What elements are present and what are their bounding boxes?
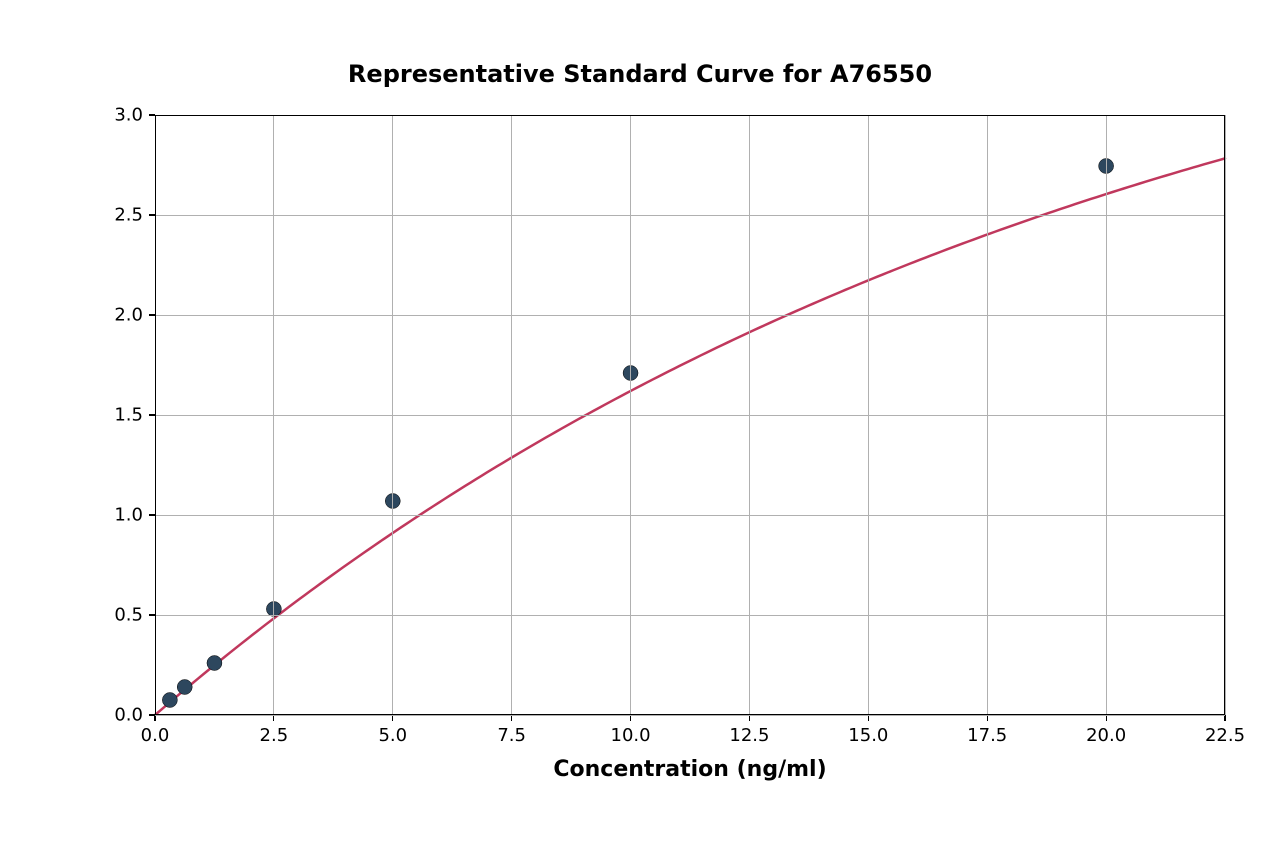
- x-tick-label: 2.5: [260, 725, 289, 746]
- fit-curve: [155, 158, 1225, 715]
- x-tick-mark: [1106, 715, 1107, 721]
- x-tick-label: 17.5: [967, 725, 1007, 746]
- x-tick-mark: [749, 715, 750, 721]
- data-point-marker: [177, 680, 192, 695]
- x-tick-mark: [987, 715, 988, 721]
- x-tick-mark: [630, 715, 631, 721]
- x-tick-mark: [1224, 715, 1225, 721]
- grid-line-horizontal: [155, 315, 1225, 316]
- y-tick-label: 1.5: [114, 405, 143, 426]
- x-axis-label: Concentration (ng/ml): [553, 757, 826, 782]
- x-tick-label: 7.5: [497, 725, 526, 746]
- x-tick-label: 5.0: [378, 725, 407, 746]
- plot-spine: [155, 115, 156, 715]
- x-tick-mark: [154, 715, 155, 721]
- grid-line-horizontal: [155, 615, 1225, 616]
- x-tick-label: 12.5: [729, 725, 769, 746]
- plot-spine: [155, 714, 1225, 715]
- grid-line-horizontal: [155, 215, 1225, 216]
- x-tick-label: 10.0: [611, 725, 651, 746]
- plot-spine: [1224, 115, 1225, 715]
- x-tick-label: 0.0: [141, 725, 170, 746]
- plot-spine: [155, 115, 1225, 116]
- data-point-marker: [207, 656, 222, 671]
- y-tick-label: 2.0: [114, 305, 143, 326]
- y-tick-label: 0.5: [114, 605, 143, 626]
- x-tick-label: 15.0: [848, 725, 888, 746]
- y-tick-label: 3.0: [114, 105, 143, 126]
- chart-title: Representative Standard Curve for A76550: [348, 60, 932, 88]
- y-tick-label: 1.0: [114, 505, 143, 526]
- x-tick-mark: [868, 715, 869, 721]
- y-tick-label: 2.5: [114, 205, 143, 226]
- x-tick-label: 20.0: [1086, 725, 1126, 746]
- grid-line-horizontal: [155, 415, 1225, 416]
- x-tick-mark: [273, 715, 274, 721]
- figure: Representative Standard Curve for A76550…: [0, 0, 1280, 845]
- grid-line-horizontal: [155, 515, 1225, 516]
- data-point-marker: [162, 693, 177, 708]
- x-tick-label: 22.5: [1205, 725, 1245, 746]
- x-tick-mark: [392, 715, 393, 721]
- x-tick-mark: [511, 715, 512, 721]
- y-tick-label: 0.0: [114, 705, 143, 726]
